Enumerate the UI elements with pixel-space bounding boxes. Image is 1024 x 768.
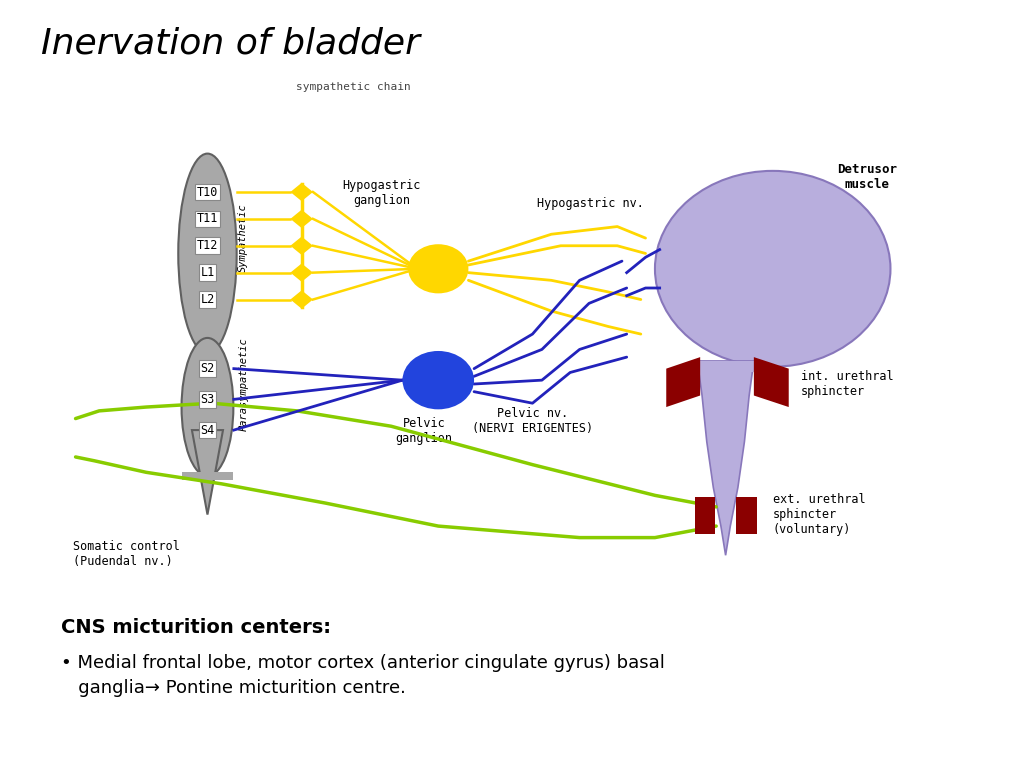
Polygon shape	[697, 361, 754, 372]
Text: L1: L1	[201, 266, 215, 279]
Text: Pelvic
ganglion: Pelvic ganglion	[395, 417, 453, 445]
Polygon shape	[191, 430, 223, 515]
Text: • Medial frontal lobe, motor cortex (anterior cingulate gyrus) basal
   ganglia→: • Medial frontal lobe, motor cortex (ant…	[61, 654, 666, 697]
Text: S4: S4	[201, 424, 215, 436]
Text: S3: S3	[201, 393, 215, 406]
Text: Hypogastric
ganglion: Hypogastric ganglion	[343, 180, 421, 207]
Text: L2: L2	[201, 293, 215, 306]
Polygon shape	[697, 361, 754, 555]
Ellipse shape	[178, 154, 237, 353]
Text: Parasympathetic: Parasympathetic	[239, 337, 248, 431]
Bar	[181, 472, 233, 480]
Text: T12: T12	[197, 240, 218, 252]
Polygon shape	[291, 210, 313, 228]
Polygon shape	[667, 357, 700, 407]
Text: Hypogastric nv.: Hypogastric nv.	[538, 197, 644, 210]
Polygon shape	[291, 290, 313, 309]
Text: Inervation of bladder: Inervation of bladder	[41, 27, 420, 61]
Polygon shape	[291, 263, 313, 282]
Polygon shape	[754, 357, 788, 407]
Polygon shape	[291, 237, 313, 255]
Ellipse shape	[181, 338, 233, 476]
Text: ext. urethral
sphincter
(voluntary): ext. urethral sphincter (voluntary)	[773, 493, 865, 536]
Text: T11: T11	[197, 213, 218, 225]
Text: int. urethral
sphincter: int. urethral sphincter	[801, 370, 894, 398]
Text: Sympathetic: Sympathetic	[239, 204, 248, 273]
Text: T10: T10	[197, 186, 218, 198]
Ellipse shape	[655, 171, 891, 367]
Bar	[694, 497, 715, 534]
Text: Detrusor
muscle: Detrusor muscle	[837, 163, 897, 190]
Text: Somatic control
(Pudendal nv.): Somatic control (Pudendal nv.)	[73, 540, 179, 568]
Circle shape	[402, 351, 474, 409]
Text: Pelvic nv.
(NERVI ERIGENTES): Pelvic nv. (NERVI ERIGENTES)	[472, 407, 593, 435]
Text: sympathetic chain: sympathetic chain	[296, 82, 411, 92]
Text: S2: S2	[201, 362, 215, 375]
Polygon shape	[291, 183, 313, 201]
Circle shape	[409, 244, 468, 293]
Bar	[736, 497, 757, 534]
Text: CNS micturition centers:: CNS micturition centers:	[61, 618, 332, 637]
